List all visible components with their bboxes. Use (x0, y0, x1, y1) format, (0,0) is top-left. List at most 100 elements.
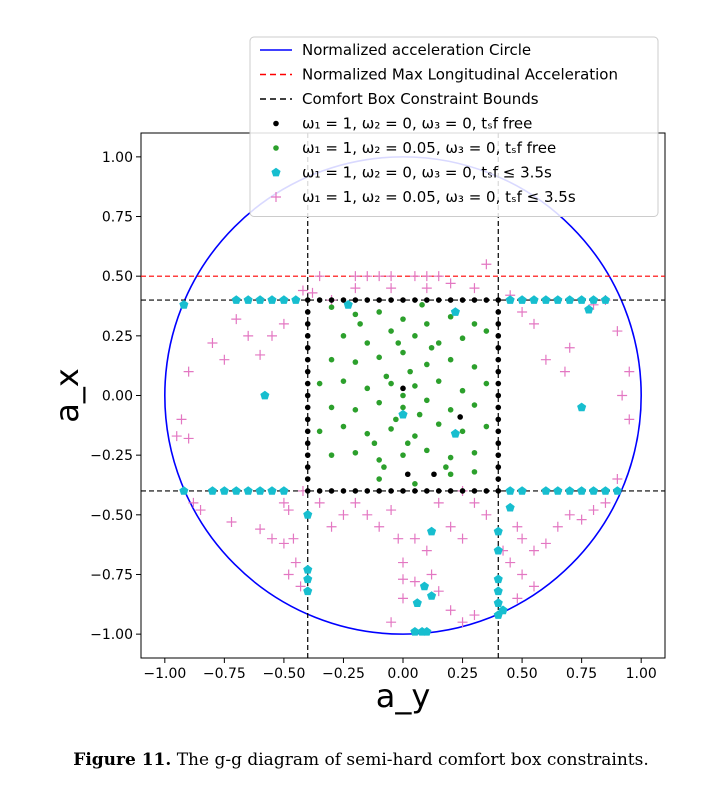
series-3-point (279, 295, 289, 304)
series-4-point (288, 533, 299, 544)
y-tick-label: −0.75 (90, 567, 133, 583)
series-4-point (445, 605, 456, 616)
series-1-point (459, 297, 466, 303)
series-2-point (443, 464, 449, 470)
series-4-point (207, 338, 218, 348)
series-3-point (553, 486, 563, 495)
series-4-point (171, 431, 182, 442)
series-1-point (495, 476, 502, 482)
series-3-point (577, 402, 587, 412)
series-2-point (459, 428, 466, 435)
series-1-point (447, 297, 454, 303)
series-4-point (386, 283, 397, 294)
series-3-point (589, 486, 599, 495)
series-1-point (400, 385, 406, 392)
series-1-point (328, 488, 335, 494)
series-2-point (412, 480, 418, 487)
series-2-point (340, 378, 347, 384)
series-4-point (267, 330, 277, 341)
series-4-point (255, 349, 266, 360)
series-3-point (450, 307, 460, 316)
series-2-point (357, 321, 363, 327)
series-4-point (469, 610, 480, 621)
y-tick-label: −0.50 (90, 508, 133, 524)
series-2-point (483, 423, 490, 430)
series-1-point (316, 488, 323, 494)
series-3-point (343, 300, 353, 309)
series-3-point (493, 598, 503, 607)
series-4-point (588, 505, 599, 516)
series-1-point (304, 392, 311, 399)
series-4-point (409, 576, 420, 587)
series-2-point (388, 380, 394, 387)
series-3-point (231, 486, 241, 495)
series-1-point (304, 464, 311, 470)
series-4-point (219, 354, 230, 365)
series-1-point (431, 471, 437, 478)
series-4-point (540, 538, 551, 549)
series-1 (304, 297, 502, 494)
series-4-point (552, 521, 563, 532)
series-1-point (435, 297, 442, 303)
series-2-point (400, 404, 406, 411)
series-2-point (407, 368, 413, 375)
series-2-point (459, 335, 466, 342)
x-axis-label: a_y (376, 677, 431, 715)
legend-swatch (273, 145, 279, 151)
series-3-point (517, 295, 527, 304)
series-4-point (426, 569, 437, 580)
series-2-point (376, 476, 382, 482)
series-1-point (364, 488, 371, 494)
series-4-point (421, 545, 432, 556)
series-1-point (495, 321, 502, 327)
figure-caption: Figure 11. The g-g diagram of semi-hard … (0, 750, 722, 770)
series-1-point (304, 452, 311, 458)
ticks-layer: −1.00 −1.00 −0.75 −0.75 −0.50 −0.50 −0.25 −0.25… (90, 150, 657, 682)
series-3-point (427, 591, 437, 600)
series-4-point (445, 521, 456, 532)
legend-label: Normalized acceleration Circle (302, 41, 531, 59)
series-3-point (565, 486, 575, 495)
series-1-point (352, 297, 359, 303)
series-4-point (295, 581, 306, 592)
legend-item: Normalized acceleration Circle (260, 41, 531, 59)
series-4-point (469, 497, 480, 508)
series-3-point (260, 390, 270, 400)
series-4-point (374, 521, 385, 532)
legend-label: Comfort Box Constraint Bounds (302, 90, 539, 108)
series-1-point (435, 488, 442, 494)
series-4-point (612, 474, 623, 485)
series-3-point (589, 295, 599, 304)
series-1-point (471, 297, 478, 303)
series-4-point (297, 285, 308, 296)
series-4-point (226, 516, 237, 527)
gg-diagram-chart: −1.00 −1.00 −0.75 −0.75 −0.50 −0.50 −0.25 −0.25… (48, 36, 666, 715)
series-2-point (400, 452, 406, 458)
series-4-point (421, 283, 432, 294)
series-3-point (505, 486, 515, 495)
series-2-point (424, 321, 430, 327)
series-2-point (316, 380, 323, 387)
caption-label: Figure 11. (73, 750, 172, 770)
series-3-point (243, 486, 253, 495)
series-4-point (314, 271, 325, 282)
series-1-point (447, 488, 454, 494)
series-4-point (517, 533, 528, 544)
series-4-point (267, 533, 277, 544)
series-3-point (553, 295, 563, 304)
series-4-point (176, 414, 187, 425)
series-2-point (435, 378, 442, 384)
series-1-point (495, 368, 502, 375)
series-2-point (424, 397, 430, 404)
series-3-point (505, 502, 515, 512)
series-3-point (303, 564, 313, 574)
series-1-point (495, 380, 502, 387)
series-3-point (505, 295, 515, 304)
series-2-point (352, 449, 359, 456)
series-3-point (577, 295, 587, 304)
series-1-point (495, 464, 502, 470)
series-2-point (328, 404, 335, 411)
legend-item: ω₁ = 1, ω₂ = 0.05, ω₃ = 0, tₛf free (273, 139, 556, 157)
series-4-point (386, 617, 397, 628)
legend-label: ω₁ = 1, ω₂ = 0, ω₃ = 0, tₛf free (302, 115, 532, 133)
